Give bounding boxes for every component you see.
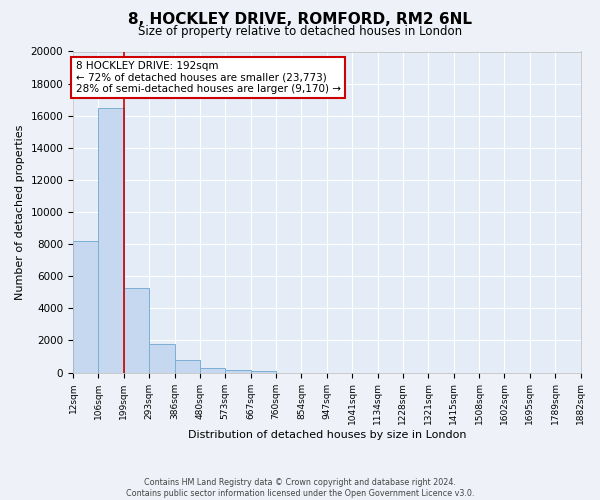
Bar: [200, 368, 225, 372]
Bar: [251, 371, 276, 372]
Bar: [149, 344, 175, 372]
Bar: [225, 370, 251, 372]
Bar: [98, 108, 124, 372]
Text: Contains HM Land Registry data © Crown copyright and database right 2024.
Contai: Contains HM Land Registry data © Crown c…: [126, 478, 474, 498]
Bar: [73, 241, 98, 372]
Text: Size of property relative to detached houses in London: Size of property relative to detached ho…: [138, 25, 462, 38]
Y-axis label: Number of detached properties: Number of detached properties: [15, 124, 25, 300]
X-axis label: Distribution of detached houses by size in London: Distribution of detached houses by size …: [188, 430, 466, 440]
Text: 8, HOCKLEY DRIVE, ROMFORD, RM2 6NL: 8, HOCKLEY DRIVE, ROMFORD, RM2 6NL: [128, 12, 472, 28]
Text: 8 HOCKLEY DRIVE: 192sqm
← 72% of detached houses are smaller (23,773)
28% of sem: 8 HOCKLEY DRIVE: 192sqm ← 72% of detache…: [76, 61, 341, 94]
Bar: [124, 288, 149, 372]
Bar: [175, 360, 200, 372]
